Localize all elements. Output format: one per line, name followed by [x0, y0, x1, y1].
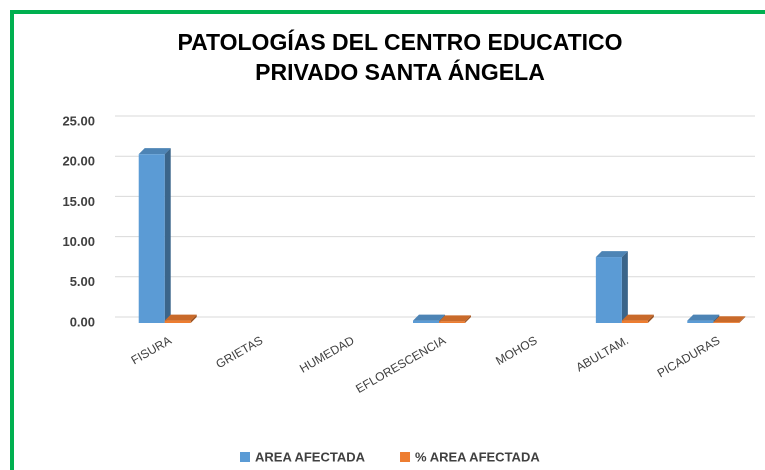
x-tick-label: ABULTAM. [574, 333, 631, 374]
x-tick-label: FISURA [129, 333, 174, 367]
bar-face [687, 314, 720, 321]
bar-face [164, 314, 197, 321]
bar-face [687, 320, 714, 323]
bar-face [739, 316, 746, 323]
bar [164, 314, 197, 323]
bar-face [138, 154, 165, 323]
y-tick-label: 5.00 [70, 274, 95, 289]
y-tick-label: 25.00 [62, 113, 95, 128]
bar-face [595, 251, 628, 258]
bar-face [439, 321, 465, 323]
bar-face [413, 314, 445, 321]
chart-title: PRIVADO SANTA ÁNGELA [255, 58, 545, 85]
bar [138, 148, 171, 323]
frame-top [10, 10, 765, 14]
bar [439, 315, 471, 323]
bar-face [595, 257, 622, 323]
y-tick-label: 15.00 [62, 194, 95, 209]
chart-title: PATOLOGÍAS DEL CENTRO EDUCATICO [177, 28, 622, 55]
bar-face [138, 148, 171, 155]
legend-swatch [400, 452, 411, 462]
bar [595, 251, 628, 323]
bar-face [621, 314, 654, 321]
bar-face [190, 314, 197, 323]
bar-face [465, 315, 471, 323]
bar [621, 314, 654, 323]
x-tick-label: PICADURAS [655, 333, 723, 380]
bar-face [621, 251, 628, 323]
frame-left [10, 10, 14, 470]
x-tick-label: HUMEDAD [297, 333, 357, 376]
bar-face [413, 320, 439, 323]
bar-face [647, 314, 654, 323]
bar [713, 316, 746, 323]
y-tick-label: 10.00 [62, 234, 95, 249]
legend-label: % AREA AFECTADA [415, 449, 540, 464]
bar-face [713, 316, 746, 323]
bar-face [164, 148, 171, 323]
legend-swatch [240, 452, 250, 462]
y-tick-label: 0.00 [70, 314, 95, 329]
y-tick-label: 20.00 [62, 154, 95, 169]
x-tick-label: MOHOS [493, 333, 539, 368]
bar-face [439, 315, 471, 322]
x-tick-label: GRIETAS [213, 333, 265, 371]
bar-face [621, 320, 648, 323]
bar-face [713, 322, 740, 323]
x-tick-label: EFLORESCENCIA [353, 333, 448, 396]
bar-face [164, 320, 191, 323]
legend-label: AREA AFECTADA [255, 449, 366, 464]
